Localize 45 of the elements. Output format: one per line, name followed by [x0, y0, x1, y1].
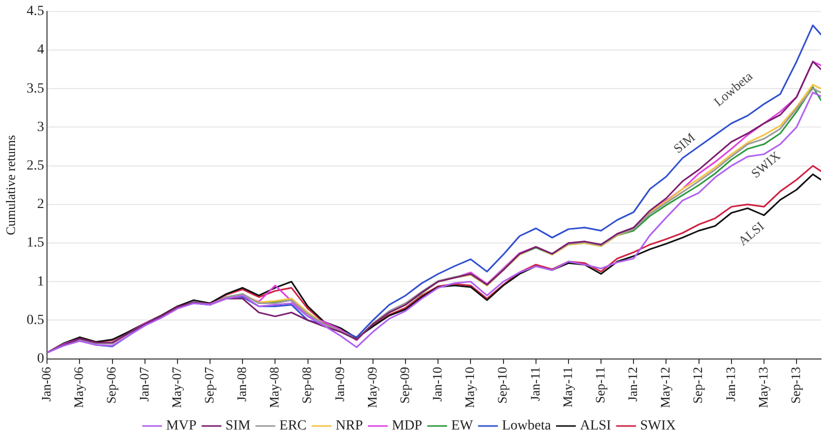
x-tick-label: Sep-09 [396, 366, 412, 404]
legend-label: ERC [279, 418, 307, 434]
y-tick-label: 2 [37, 197, 44, 212]
y-tick-label: 4.5 [26, 4, 44, 20]
y-tick-label: 3 [37, 120, 44, 135]
y-tick-label: 0.5 [26, 312, 44, 328]
x-tick-label: May-09 [364, 366, 380, 408]
legend-label: SIM [226, 418, 251, 434]
x-tick-label: May-13 [755, 366, 770, 408]
x-tick-label: Jan-09 [332, 366, 347, 402]
legend-label: MDP [392, 418, 422, 434]
legend-label: Lowbeta [502, 418, 552, 434]
x-tick-label: Jan-12 [625, 366, 640, 402]
x-tick-label: May-11 [560, 366, 575, 408]
y-tick-label: 0 [37, 352, 44, 367]
x-tick-label: Jan-10 [430, 366, 445, 402]
x-tick-label: May-10 [462, 366, 478, 408]
y-tick-label: 4 [37, 42, 44, 58]
y-tick-label: 1 [37, 274, 44, 290]
legend-label: EW [451, 418, 474, 434]
x-tick-label: Sep-13 [788, 366, 803, 404]
x-tick-label: Jan-07 [136, 366, 152, 402]
x-tick-label: May-07 [168, 366, 184, 408]
x-tick-label: Jan-06 [38, 366, 54, 402]
x-tick-label: May-12 [658, 366, 673, 408]
y-tick-label: 2.5 [26, 158, 44, 174]
annotation: SIM [670, 129, 698, 156]
x-tick-label: May-06 [71, 366, 86, 408]
legend-label: MVP [166, 418, 197, 434]
x-tick-label: Sep-06 [104, 366, 119, 404]
x-tick-label: Sep-07 [201, 366, 216, 404]
x-tick-label: Jan-08 [234, 366, 250, 402]
x-tick-label: Sep-11 [592, 366, 608, 404]
x-tick-label: Jan-11 [527, 366, 542, 402]
y-tick-label: 3.5 [26, 81, 44, 96]
legend-label: NRP [336, 418, 364, 434]
x-tick-label: Sep-10 [494, 366, 510, 404]
x-tick-label: May-08 [266, 366, 282, 408]
x-tick-label: Sep-08 [299, 366, 314, 404]
legend-label: ALSI [580, 418, 612, 434]
x-tick-label: Jan-13 [722, 366, 738, 402]
y-tick-label: 1.5 [26, 236, 44, 251]
x-tick-label: Sep-12 [690, 366, 706, 404]
y-axis-title: Cumulative returns [3, 135, 18, 236]
legend-label: SWIX [640, 418, 676, 434]
